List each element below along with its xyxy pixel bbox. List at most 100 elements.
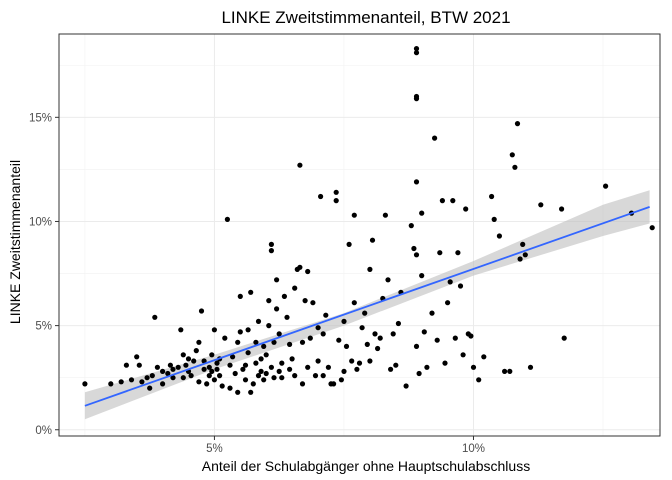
data-point (144, 375, 150, 381)
data-point (331, 381, 337, 387)
data-point (227, 385, 233, 391)
data-point (390, 331, 396, 337)
data-point (274, 277, 280, 283)
data-point (341, 368, 347, 374)
data-point (222, 335, 228, 341)
data-point (305, 268, 311, 275)
data-point (349, 358, 355, 364)
data-point (175, 364, 181, 370)
data-point (154, 364, 160, 370)
data-point (219, 383, 225, 389)
data-point (470, 364, 477, 370)
data-point (214, 366, 220, 372)
data-point (507, 368, 513, 374)
confidence-band (84, 190, 650, 420)
data-point (248, 289, 254, 295)
data-point (341, 318, 347, 324)
data-point (419, 210, 425, 216)
data-point (305, 364, 311, 370)
data-point (224, 216, 230, 222)
data-point (170, 366, 176, 372)
data-point (268, 241, 274, 247)
chart-title: LINKE Zweitstimmenanteil, BTW 2021 (221, 8, 510, 27)
data-point (232, 370, 238, 377)
data-point (408, 223, 414, 229)
data-point (302, 298, 308, 304)
data-point (603, 183, 609, 189)
data-point (258, 368, 264, 374)
data-point (297, 162, 303, 168)
data-point (266, 323, 272, 329)
data-point (287, 341, 293, 347)
data-point (413, 252, 420, 258)
data-point (315, 358, 321, 364)
data-point (447, 279, 453, 285)
data-point (299, 381, 306, 387)
data-point (149, 373, 155, 379)
data-point (227, 362, 233, 368)
data-point (413, 93, 420, 100)
data-point (354, 366, 360, 372)
data-point (476, 377, 482, 383)
data-point (230, 354, 236, 360)
data-point (369, 237, 376, 243)
data-point (180, 352, 186, 358)
data-point (489, 193, 495, 200)
data-point (356, 360, 363, 366)
data-point (393, 362, 399, 368)
data-point (310, 300, 316, 306)
data-point (561, 335, 567, 341)
data-point (292, 285, 298, 291)
data-point (320, 373, 326, 379)
data-point (299, 339, 306, 345)
data-point (268, 364, 274, 370)
data-point (395, 320, 401, 327)
data-point (211, 377, 217, 383)
data-point (496, 233, 502, 239)
data-point (442, 360, 448, 366)
data-point (128, 377, 135, 383)
data-point (351, 212, 357, 218)
data-point (450, 198, 456, 204)
data-point (413, 179, 420, 185)
data-point (209, 352, 215, 358)
data-point (82, 381, 88, 387)
data-point (183, 362, 189, 368)
data-point (346, 241, 352, 247)
trend-line (84, 206, 650, 407)
data-point (411, 245, 417, 252)
data-point (559, 206, 565, 212)
data-point (538, 202, 544, 208)
data-point (276, 368, 282, 374)
data-point (457, 283, 464, 289)
data-point (460, 352, 466, 358)
data-point (206, 373, 212, 379)
y-axis-label: LINKE Zweitstimmenanteil (7, 160, 23, 324)
data-point (180, 375, 186, 381)
data-point (336, 337, 342, 343)
data-point (250, 381, 256, 387)
data-point (289, 356, 295, 362)
data-point (292, 373, 298, 379)
data-point (206, 364, 212, 370)
data-point (134, 354, 140, 360)
data-point (509, 152, 515, 158)
data-point (307, 335, 313, 341)
data-point (413, 343, 420, 349)
x-axis-ticks: 5% 10% (206, 436, 485, 455)
y-axis-ticks: 0% 5% 10% 15% (29, 112, 59, 437)
data-point (416, 370, 422, 377)
data-point (237, 293, 243, 299)
data-point (253, 339, 259, 345)
data-point (185, 356, 192, 362)
data-point (343, 343, 350, 349)
data-point (517, 256, 523, 262)
x-tick-label: 5% (206, 443, 223, 455)
data-point (160, 381, 166, 387)
y-tick-label: 15% (29, 112, 52, 124)
data-point (325, 364, 331, 370)
data-point (263, 352, 269, 358)
data-point (522, 252, 528, 258)
data-point (261, 343, 267, 349)
